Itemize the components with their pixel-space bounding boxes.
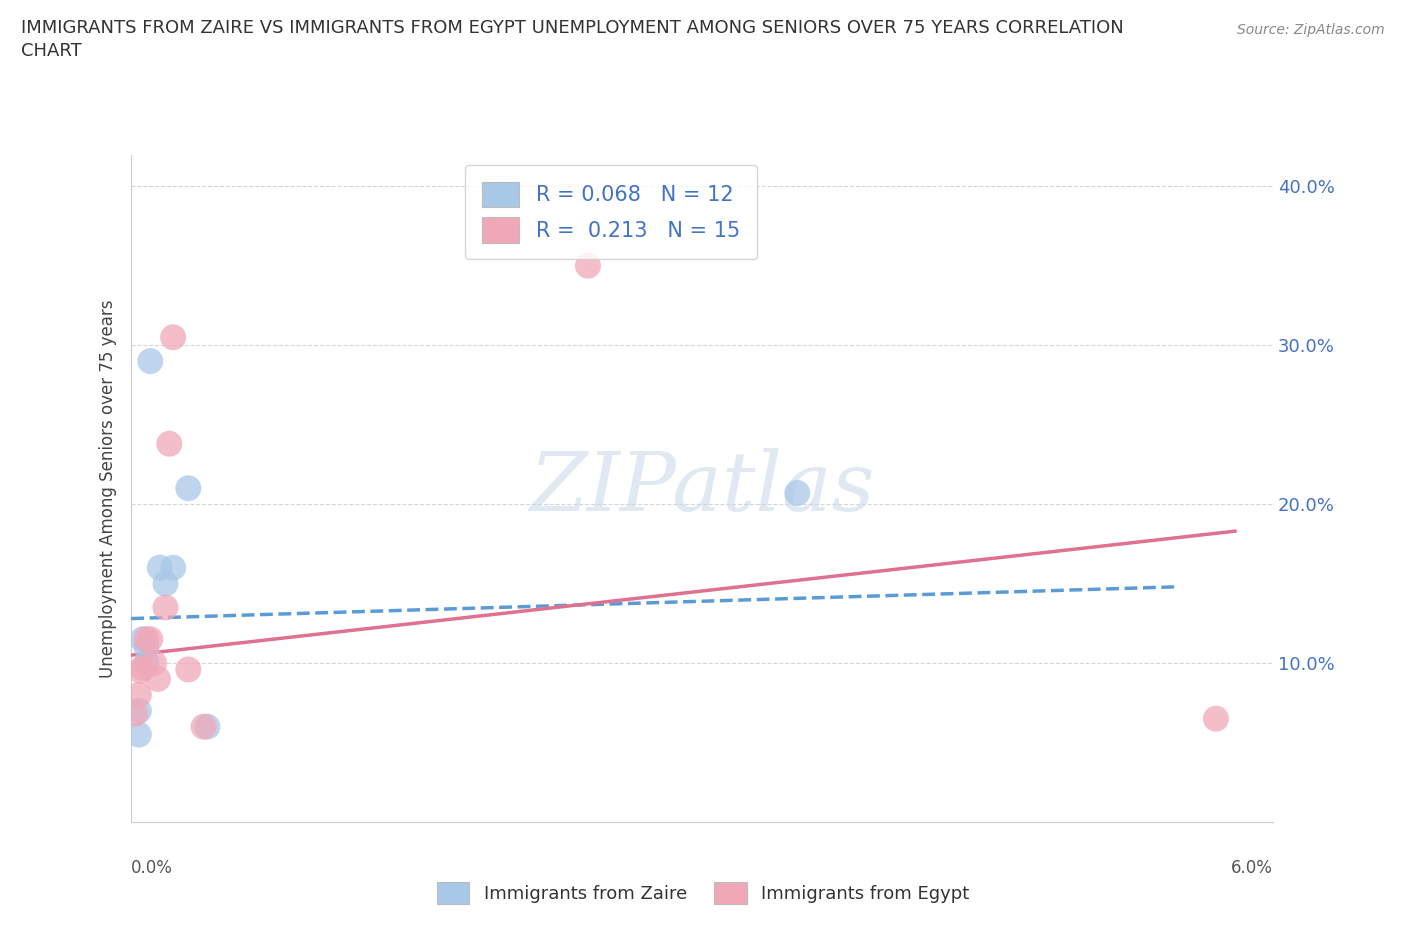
Point [146,671,169,686]
Point [149,560,172,575]
Point [162,560,184,575]
Point [131,660,153,675]
Point [1205,711,1227,726]
Text: 6.0%: 6.0% [1232,859,1272,877]
Point [177,662,200,677]
Point [135,656,157,671]
Point [157,436,180,451]
Point [128,703,150,718]
Legend: R = 0.068   N = 12, R =  0.213   N = 15: R = 0.068 N = 12, R = 0.213 N = 15 [465,165,756,259]
Point [177,481,200,496]
Point [193,719,215,734]
Point [139,631,162,646]
Legend: Immigrants from Zaire, Immigrants from Egypt: Immigrants from Zaire, Immigrants from E… [430,875,976,911]
Point [155,600,177,615]
Point [143,656,166,671]
Point [576,259,599,273]
Point [128,687,150,702]
Text: ZIPatlas: ZIPatlas [530,448,875,528]
Point [128,727,150,742]
Point [131,631,153,646]
Point [135,631,157,646]
Point [135,640,157,655]
Point [786,485,808,500]
Point [129,664,152,679]
Y-axis label: Unemployment Among Seniors over 75 years: Unemployment Among Seniors over 75 years [100,299,117,677]
Text: IMMIGRANTS FROM ZAIRE VS IMMIGRANTS FROM EGYPT UNEMPLOYMENT AMONG SENIORS OVER 7: IMMIGRANTS FROM ZAIRE VS IMMIGRANTS FROM… [21,19,1123,60]
Point [162,330,184,345]
Text: Source: ZipAtlas.com: Source: ZipAtlas.com [1237,23,1385,37]
Text: 0.0%: 0.0% [131,859,173,877]
Point [155,577,177,591]
Point [139,353,162,368]
Point [195,719,218,734]
Point [124,707,146,722]
